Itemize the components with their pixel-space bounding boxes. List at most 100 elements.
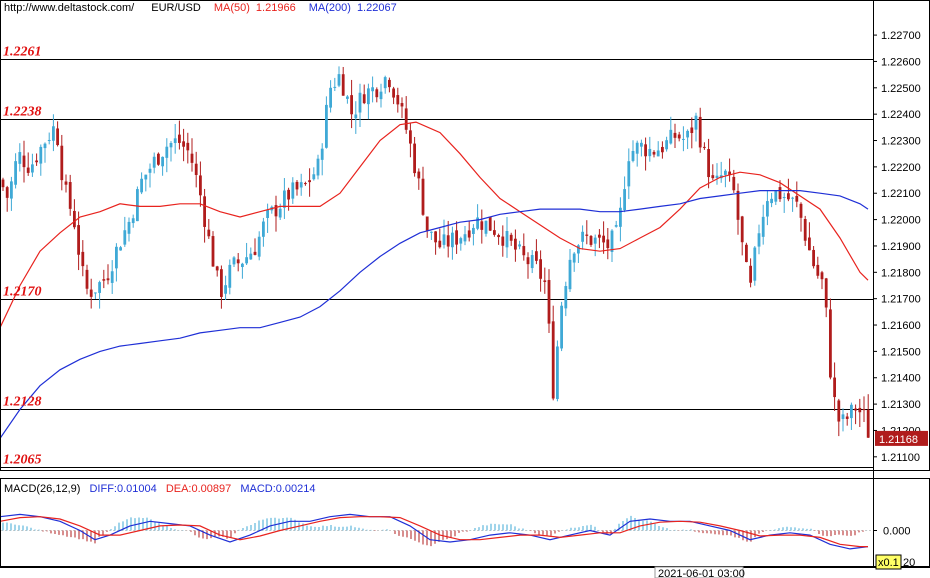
candle-body <box>26 167 30 173</box>
candle-body <box>644 144 647 157</box>
candle-body <box>778 187 782 200</box>
candle-body <box>854 408 857 411</box>
candle-body <box>522 246 526 256</box>
candle-body <box>551 321 555 399</box>
candle-body <box>593 237 597 244</box>
candle-body <box>94 292 97 294</box>
candle-body <box>262 221 265 237</box>
level-label: 1.2128 <box>3 395 42 410</box>
candle-body <box>39 146 43 164</box>
candle-body <box>194 163 198 176</box>
candle-body <box>190 153 194 163</box>
candle-body <box>110 271 114 283</box>
y-tick-label: 1.22100 <box>881 188 921 200</box>
candle-body <box>866 409 870 438</box>
candle-body <box>656 150 660 157</box>
candle-body <box>358 92 362 113</box>
candle-body <box>757 233 761 247</box>
candle-body <box>417 171 421 179</box>
candle-body <box>396 95 400 105</box>
candle-body <box>833 377 836 398</box>
macd-label: MACD(26,12,9) <box>4 483 81 495</box>
timestamp-label: 2021-06-01 03:00 <box>658 568 745 578</box>
candle-body <box>845 416 849 419</box>
candle-body <box>392 88 395 98</box>
zoom-label: x0.1 <box>878 557 899 569</box>
macd-panel <box>0 513 873 550</box>
candle-body <box>346 96 349 99</box>
candle-body <box>703 146 706 148</box>
candle-body <box>556 346 559 399</box>
candle-body <box>367 88 370 105</box>
candle-body <box>837 400 841 422</box>
candle-body <box>829 309 832 378</box>
candle-body <box>791 197 794 199</box>
candle-body <box>740 216 744 243</box>
candle-body <box>493 230 496 235</box>
candle-body <box>22 155 26 168</box>
candle-body <box>761 216 765 237</box>
candle-body <box>619 207 622 227</box>
candle-body <box>497 235 500 238</box>
candle-body <box>455 230 458 245</box>
candle-body <box>312 174 316 180</box>
candle-body <box>459 238 463 244</box>
candle-body <box>686 130 689 138</box>
candle-body <box>56 128 59 146</box>
candle-body <box>480 221 484 230</box>
candle-body <box>749 265 752 283</box>
candle-body <box>564 286 568 309</box>
macd-value: MACD:0.00214 <box>240 483 316 495</box>
candle-body <box>736 190 740 220</box>
website-link[interactable]: http://www.deltastock.com/ <box>4 2 135 14</box>
candle-body <box>81 251 85 267</box>
candle-body <box>614 225 618 227</box>
candle-body <box>627 161 631 187</box>
candle-body <box>278 208 282 218</box>
candle-body <box>820 272 824 280</box>
candle-body <box>257 236 261 257</box>
candle-body <box>711 175 715 179</box>
candle-body <box>73 210 76 228</box>
candle-body <box>211 236 215 267</box>
y-tick-label: 1.21600 <box>881 320 921 332</box>
candle-body <box>283 190 286 208</box>
candle-body <box>266 209 269 219</box>
candle-body <box>812 249 815 267</box>
candle-body <box>228 264 232 288</box>
candle-body <box>123 230 127 245</box>
candle-body <box>98 282 101 293</box>
candle-body <box>610 230 614 252</box>
candle-body <box>383 77 387 89</box>
candle-body <box>694 115 698 130</box>
candle-body <box>572 253 576 263</box>
candle-body <box>375 89 379 98</box>
candle-body <box>119 247 122 251</box>
chart-header: http://www.deltastock.com/ EUR/USD MA(50… <box>4 2 403 14</box>
candle-body <box>698 116 702 148</box>
y-tick-label: 1.22500 <box>881 83 921 95</box>
y-tick-label: 1.22300 <box>881 136 921 148</box>
candle-body <box>858 407 862 413</box>
candle-body <box>648 148 652 157</box>
candle-body <box>60 145 64 181</box>
candle-body <box>362 94 366 104</box>
candle-body <box>220 269 223 297</box>
y-tick-label: 1.22400 <box>881 109 921 121</box>
level-label: 1.2261 <box>3 45 42 60</box>
candle-body <box>753 247 757 281</box>
candle-body <box>245 257 248 264</box>
candle-body <box>5 187 9 198</box>
candle-body <box>707 149 710 178</box>
candle-body <box>438 240 442 248</box>
candle-body <box>291 182 295 199</box>
candle-body <box>215 266 219 271</box>
candle-body <box>816 264 820 276</box>
ma50-line <box>0 121 869 328</box>
candle-body <box>341 74 345 96</box>
candle-body <box>774 190 778 202</box>
candle-body <box>770 198 773 204</box>
candle-body <box>585 234 589 236</box>
candle-body <box>127 221 131 234</box>
macd-header: MACD(26,12,9) DIFF:0.01004 DEA:0.00897 M… <box>4 483 322 495</box>
